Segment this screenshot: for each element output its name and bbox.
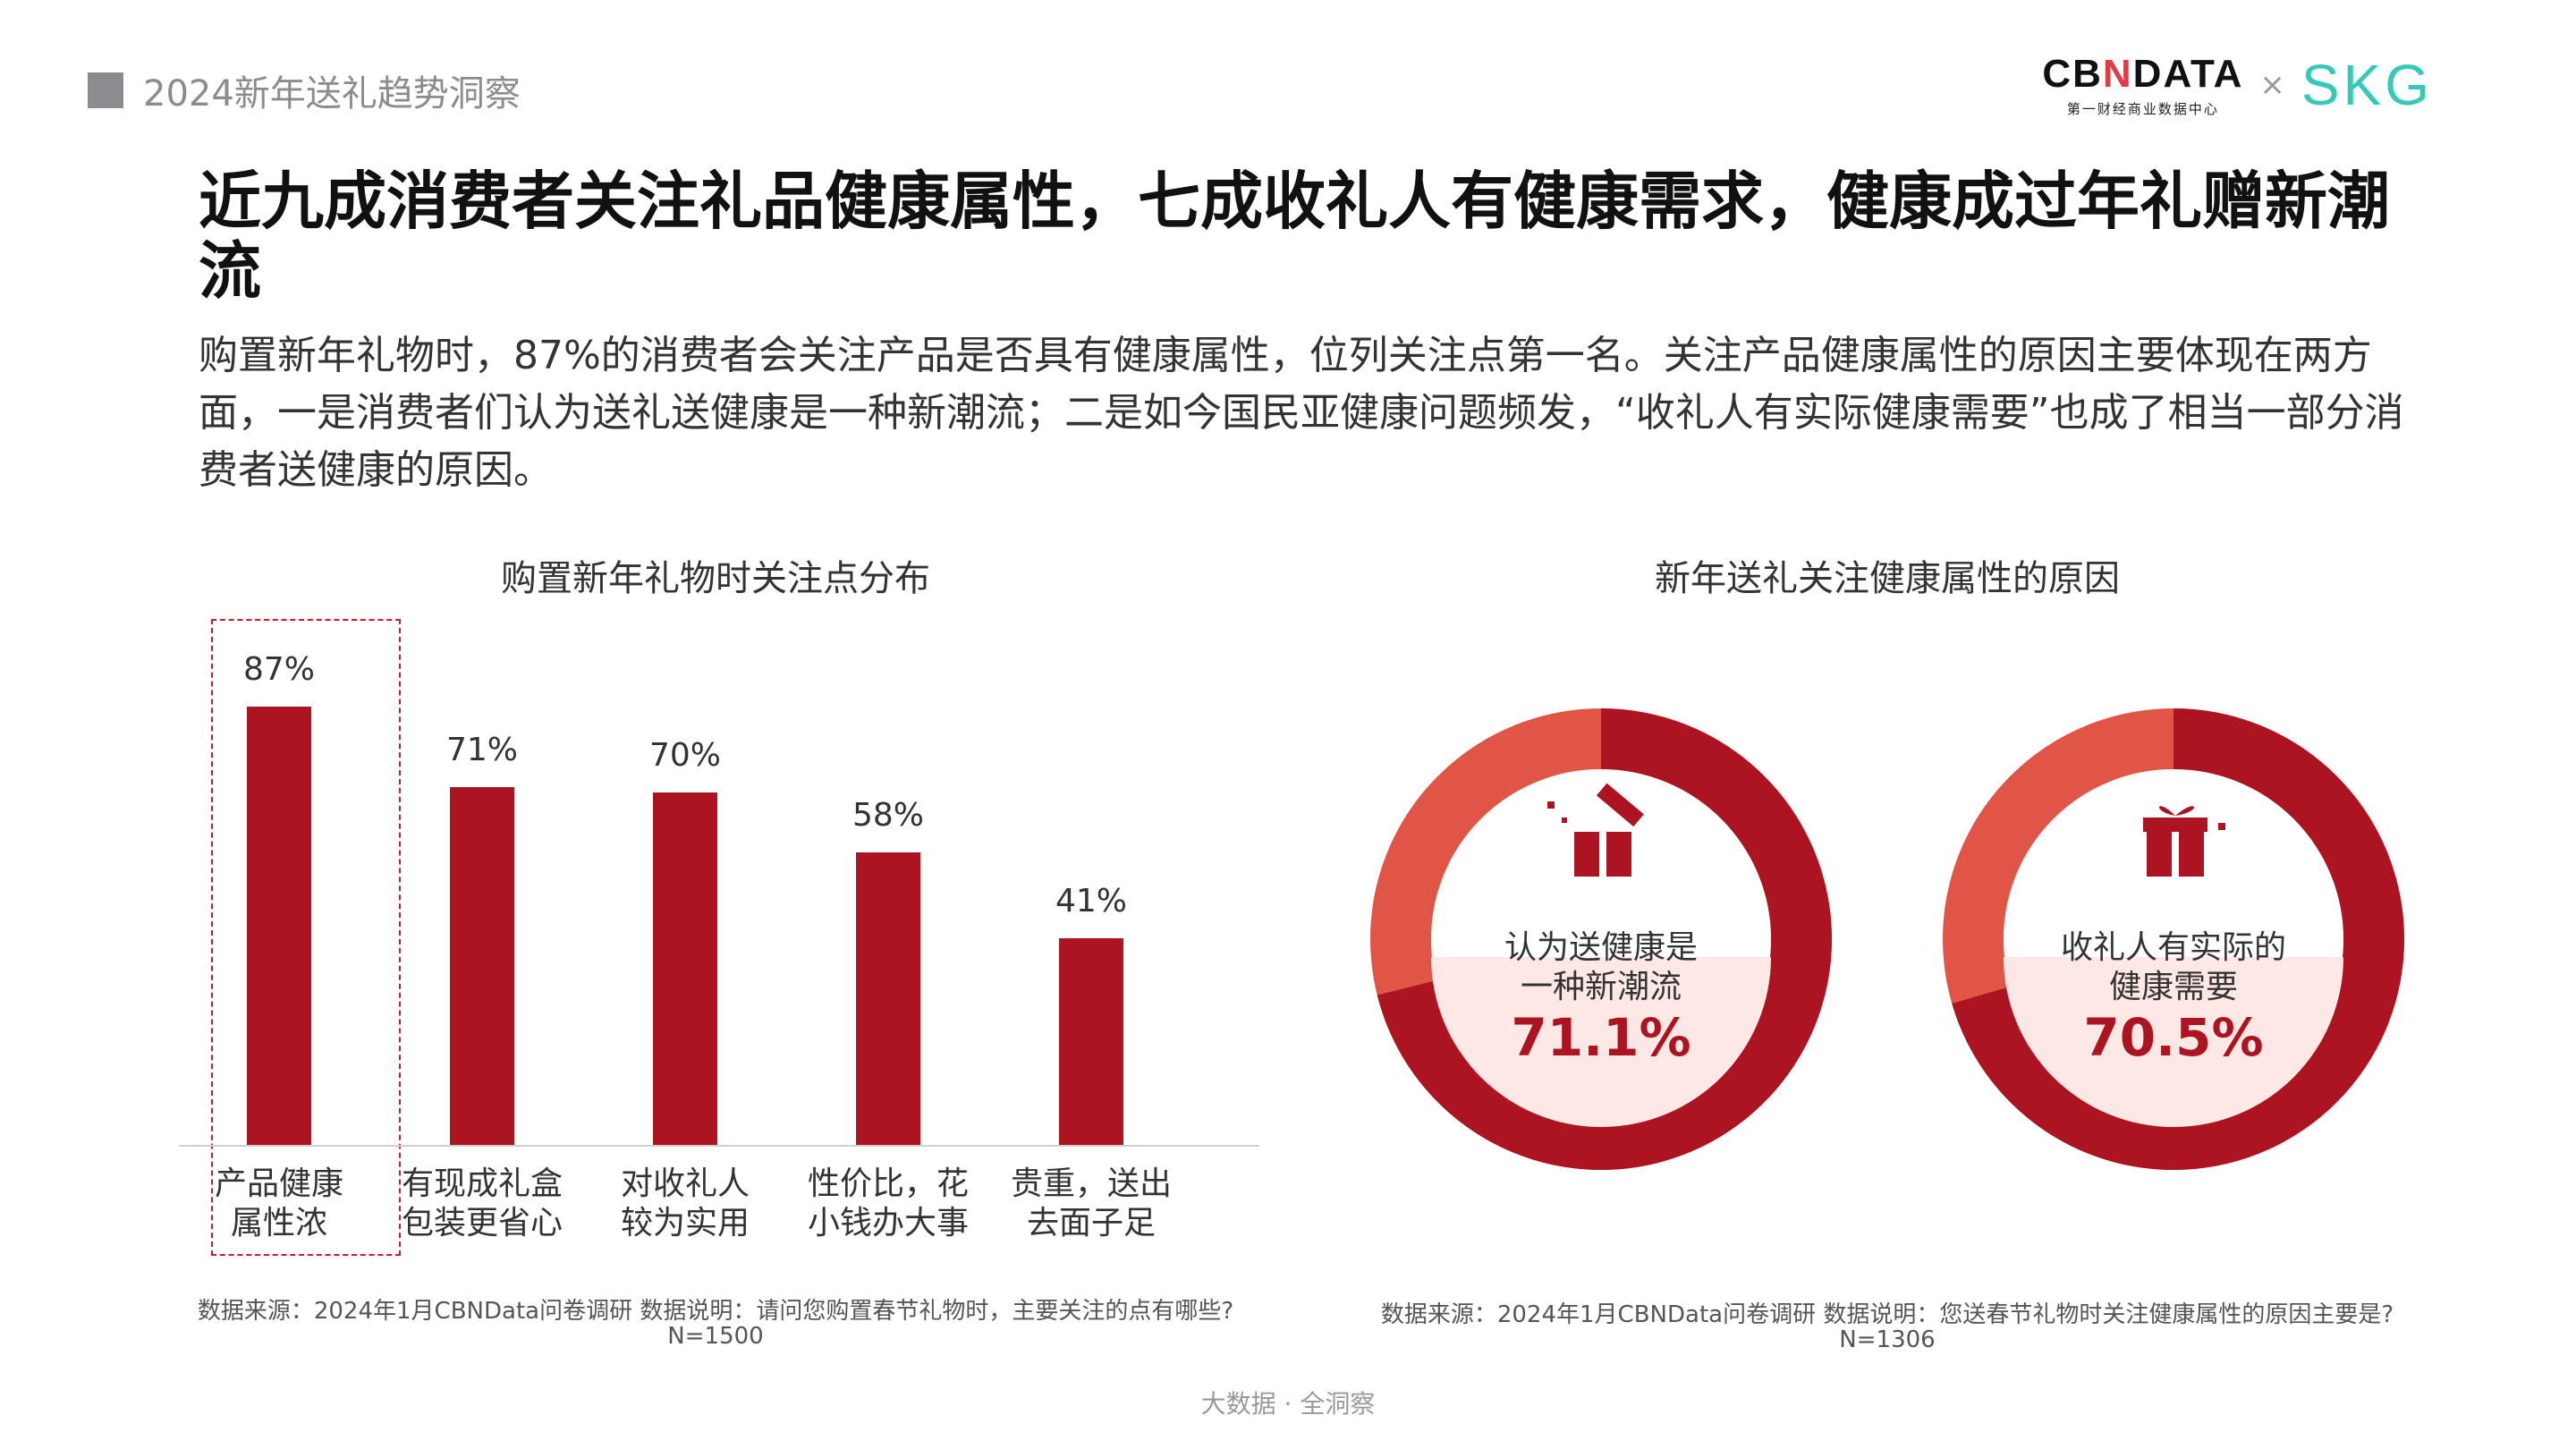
cbn-word-b: DATA — [2132, 51, 2244, 96]
gift-box-icon — [2143, 806, 2225, 877]
bar-value-label-4: 58% — [852, 797, 924, 835]
bar-4 — [856, 852, 920, 1145]
highlight-dashed-box — [211, 619, 401, 1256]
gift-box-opening-icon — [1547, 783, 1644, 877]
donut-1 — [1370, 708, 1832, 1170]
donut-chart-source-text: 数据来源：2024年1月CBNData问卷调研 数据说明：您送春节礼物时关注健康… — [1380, 1301, 2394, 1328]
bar-value-label-3: 70% — [648, 736, 721, 774]
donut-value-2: 70.5% — [2083, 1007, 2264, 1068]
bar-chart-sample: N=1500 — [667, 1323, 764, 1350]
page-description: 购置新年礼物时，87%的消费者会关注产品是否具有健康属性，位列关注点第一名。关注… — [199, 333, 2404, 493]
bar-chart-source-text: 数据来源：2024年1月CBNData问卷调研 数据说明：请问您购置春节礼物时，… — [197, 1298, 1234, 1325]
donut-label-2: 收礼人有实际的 健康需要 — [2060, 929, 2286, 1005]
donut-chart-title: 新年送礼关注健康属性的原因 — [1655, 558, 2120, 599]
donut-label-1: 认为送健康是 一种新潮流 — [1504, 929, 1698, 1005]
bar-2 — [450, 787, 514, 1145]
cbndata-subtitle: 第一财经商业数据中心 — [2066, 100, 2219, 117]
times-sign: × — [2259, 67, 2285, 103]
donut-center-shade — [2004, 957, 2343, 1127]
bar-3 — [653, 792, 717, 1145]
skg-logo: SKG — [2301, 53, 2433, 117]
bar-5 — [1059, 938, 1123, 1145]
bar-category-label-4: 性价比，花 小钱办大事 — [807, 1165, 969, 1241]
cbndata-logo: CBNDATA 第一财经商业数据中心 — [2042, 51, 2244, 118]
bar-category-label-5: 贵重，送出 去面子足 — [1010, 1165, 1172, 1241]
bar-category-label-1: 产品健康 属性浓 — [214, 1165, 343, 1241]
page-title: 近九成消费者关注礼品健康属性，七成收礼人有健康需求，健康成过年礼赠新潮流 — [199, 165, 2390, 308]
donut-value-1: 71.1% — [1511, 1007, 1691, 1068]
bar-chart-axis — [179, 1145, 1259, 1147]
bar-chart-title: 购置新年礼物时关注点分布 — [501, 558, 930, 599]
bar-1 — [247, 707, 311, 1145]
donut-center-shade — [1431, 957, 1771, 1127]
bar-value-label-2: 71% — [445, 732, 518, 769]
donut-2 — [1943, 708, 2404, 1170]
bar-value-label-5: 41% — [1055, 883, 1127, 920]
bar-category-label-3: 对收礼人 较为实用 — [620, 1165, 750, 1241]
section-header: 2024新年送礼趋势洞察 — [88, 64, 521, 116]
donut-chart-source: 数据来源：2024年1月CBNData问卷调研 数据说明：您送春节礼物时关注健康… — [1324, 1302, 2451, 1352]
bar-chart-source: 数据来源：2024年1月CBNData问卷调研 数据说明：请问您购置春节礼物时，… — [134, 1299, 1297, 1349]
header-square-icon — [88, 72, 123, 108]
brand-logos: CBNDATA 第一财经商业数据中心 × SKG — [2042, 52, 2433, 118]
cbn-word-n: N — [2102, 51, 2133, 96]
footer-text: 大数据 · 全洞察 — [1200, 1389, 1376, 1419]
cbn-word-a: CB — [2042, 51, 2103, 96]
section-title: 2024新年送礼趋势洞察 — [143, 73, 521, 114]
bar-category-label-2: 有现成礼盒 包装更省心 — [401, 1165, 563, 1241]
bar-value-label-1: 87% — [242, 651, 315, 688]
donut-chart-sample: N=1306 — [1839, 1326, 1936, 1353]
